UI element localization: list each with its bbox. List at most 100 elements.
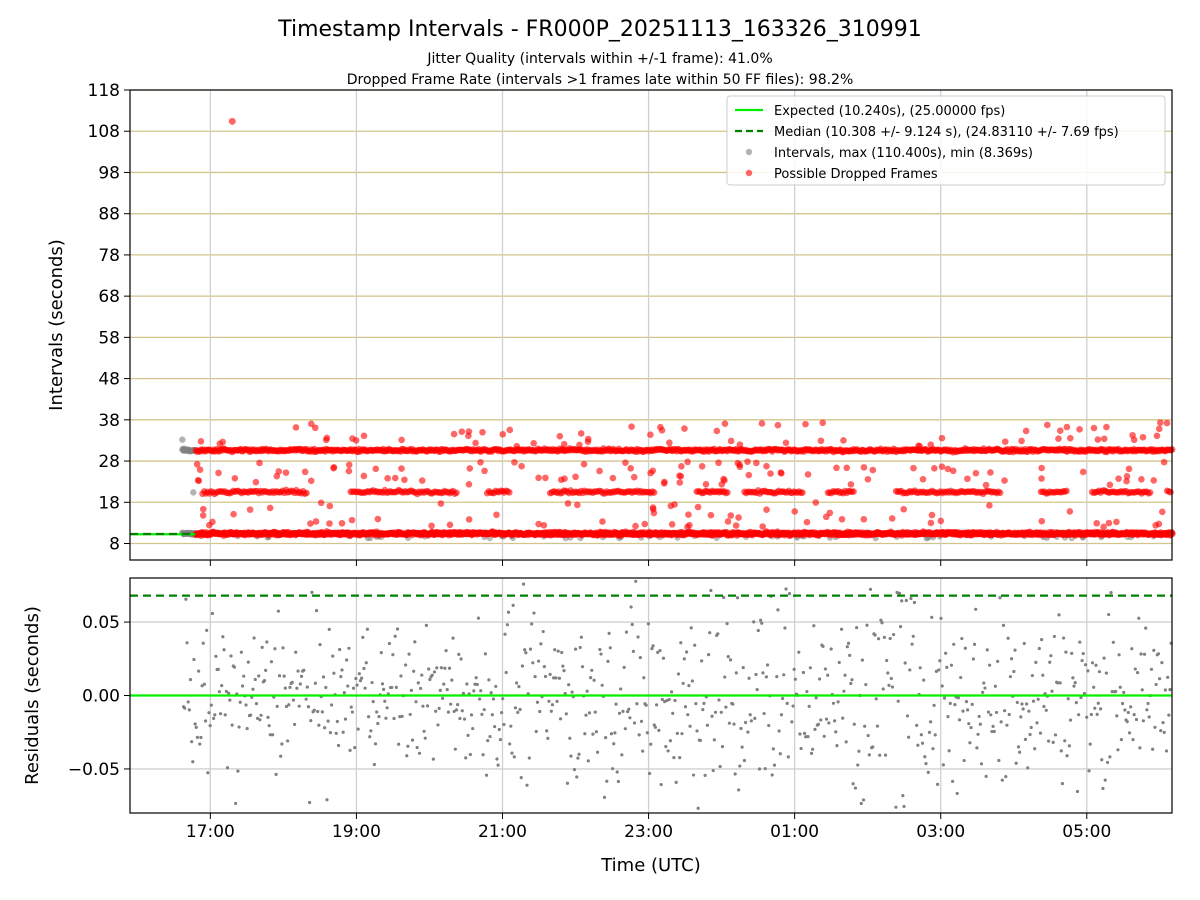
chart-title: Timestamp Intervals - FR000P_20251113_16… xyxy=(277,17,922,42)
residual-point xyxy=(458,716,462,721)
residual-point xyxy=(229,654,233,658)
dropped-frame-point xyxy=(927,441,935,448)
dropped-frame-point xyxy=(1055,435,1062,442)
y-tick-label: 48 xyxy=(98,370,120,390)
dropped-frame-point xyxy=(1038,475,1045,482)
residual-point xyxy=(435,666,439,670)
residual-point xyxy=(273,647,277,651)
residual-point xyxy=(353,746,357,750)
residual-point xyxy=(868,587,873,591)
residual-point xyxy=(972,642,977,646)
residual-point xyxy=(1087,769,1091,773)
residual-point xyxy=(772,763,777,767)
residual-point xyxy=(939,616,943,620)
residual-point xyxy=(1026,766,1030,770)
residual-point xyxy=(1097,670,1102,674)
residual-point xyxy=(595,750,600,754)
dropped-frame-point xyxy=(847,481,855,488)
residual-point xyxy=(946,715,950,719)
residual-point xyxy=(1009,657,1014,661)
residual-point xyxy=(1079,695,1083,700)
residual-point xyxy=(685,650,689,654)
residual-point xyxy=(1028,732,1032,737)
residual-point xyxy=(536,659,541,663)
residual-point xyxy=(827,721,831,725)
dropped-frame-point xyxy=(869,466,877,474)
residual-point xyxy=(284,704,289,709)
residual-point xyxy=(318,643,322,647)
residual-point xyxy=(1004,775,1008,779)
residual-point xyxy=(834,730,838,734)
residual-point xyxy=(587,711,592,715)
residual-point xyxy=(1014,761,1018,765)
y-tick-label: 78 xyxy=(98,246,120,266)
residual-point xyxy=(865,623,869,627)
residual-point xyxy=(184,597,188,601)
interval-point xyxy=(179,436,186,443)
residual-point xyxy=(1109,591,1113,595)
residual-point xyxy=(343,717,348,721)
residual-point xyxy=(533,674,537,679)
residual-point xyxy=(776,608,780,612)
dropped-frame-point xyxy=(916,442,923,450)
residual-point xyxy=(900,599,904,603)
residual-point xyxy=(288,685,292,689)
dropped-frame-point xyxy=(458,428,466,435)
residual-point xyxy=(192,657,196,662)
dropped-frame-point xyxy=(472,439,479,447)
residual-point xyxy=(469,713,474,717)
residual-point xyxy=(1117,653,1121,657)
residual-point xyxy=(1082,691,1087,696)
residual-point xyxy=(682,657,686,661)
residual-point xyxy=(905,714,910,718)
residual-point xyxy=(391,653,395,657)
residual-point xyxy=(945,665,949,669)
dropped-frame-point xyxy=(1066,508,1074,515)
x-axis-label: Time (UTC) xyxy=(600,855,701,876)
residuals-panel: −0.05 0.00 0.05 17:00 19:00 21:00 23:00 01:00 0… xyxy=(22,577,1173,842)
residual-point xyxy=(530,622,534,626)
residual-point xyxy=(305,685,309,689)
residuals-points xyxy=(181,579,1173,810)
dropped-frame-point xyxy=(864,475,872,483)
residual-point xyxy=(1141,719,1145,723)
residual-point xyxy=(473,682,477,686)
residual-point xyxy=(742,758,747,763)
residual-point xyxy=(731,702,735,706)
dropped-frame-point xyxy=(352,437,360,444)
residual-point xyxy=(664,744,668,749)
dropped-frame-point xyxy=(1018,437,1025,445)
dropped-frame-point xyxy=(338,519,346,527)
residual-point xyxy=(506,610,511,614)
residual-point xyxy=(691,773,696,777)
residual-point xyxy=(612,742,616,746)
residual-point xyxy=(416,681,420,685)
intervals-y-axis-label: Intervals (seconds) xyxy=(46,239,67,411)
y-tick-label: 108 xyxy=(88,122,120,142)
residual-point xyxy=(314,608,319,613)
residual-point xyxy=(673,698,677,703)
residual-point xyxy=(1038,731,1043,735)
dropped-frame-point xyxy=(535,520,542,528)
residual-point xyxy=(712,738,716,742)
residual-point xyxy=(287,703,291,707)
residual-point xyxy=(227,691,231,695)
residual-point xyxy=(1060,781,1065,786)
residual-point xyxy=(713,710,718,714)
residual-point xyxy=(410,738,415,742)
x-tick-label: 01:00 xyxy=(770,822,819,842)
residual-point xyxy=(630,622,634,627)
dropped-frame-point xyxy=(817,437,825,445)
residual-point xyxy=(572,767,577,772)
dropped-frame-point xyxy=(944,465,952,473)
residual-point xyxy=(1040,638,1044,642)
residual-point xyxy=(1006,636,1010,640)
residual-point xyxy=(1168,688,1172,692)
residual-point xyxy=(249,713,253,717)
residual-point xyxy=(1070,651,1074,655)
residual-point xyxy=(1074,701,1078,705)
dropped-frame-point xyxy=(506,489,513,496)
residual-point xyxy=(658,648,662,653)
intervals-y-axis: 8 18 28 38 48 58 68 78 88 98 108 118 xyxy=(88,81,130,555)
residual-point xyxy=(188,677,193,682)
